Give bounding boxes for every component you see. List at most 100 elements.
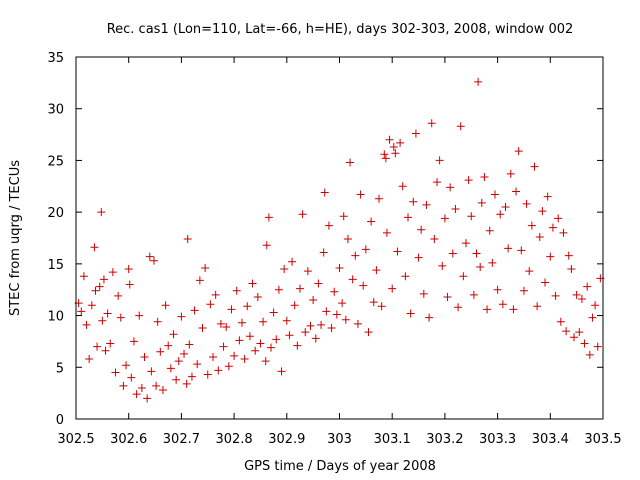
data-point [485, 226, 494, 235]
y-axis-label: STEC from uqrg / TECUs [8, 160, 23, 316]
data-point [216, 319, 225, 328]
x-tick-label: 302.7 [163, 432, 200, 447]
data-point [301, 328, 310, 337]
data-point [219, 342, 228, 351]
data-point [288, 257, 297, 266]
data-point [504, 244, 513, 253]
data-point [95, 282, 104, 291]
data-point [381, 154, 390, 163]
data-point [97, 208, 106, 217]
data-point [422, 200, 431, 209]
data-point [396, 138, 405, 147]
data-point [269, 308, 278, 317]
data-point [425, 313, 434, 322]
data-point [280, 265, 289, 274]
data-point [99, 275, 108, 284]
data-point [456, 122, 465, 131]
data-point [125, 280, 134, 289]
data-point [488, 258, 497, 267]
x-tick-label: 302.6 [110, 432, 147, 447]
data-point [474, 77, 483, 86]
data-point [264, 213, 273, 222]
data-point [551, 291, 560, 300]
data-point [575, 328, 584, 337]
data-point [79, 272, 88, 281]
data-point [404, 213, 413, 222]
x-tick-label: 303.5 [584, 432, 621, 447]
data-point [82, 320, 91, 329]
data-point [309, 296, 318, 305]
data-point [161, 301, 170, 310]
data-point [295, 284, 304, 293]
data-point [409, 197, 418, 206]
data-point [406, 309, 415, 318]
data-point [391, 149, 400, 158]
data-point [459, 272, 468, 281]
data-point [564, 251, 573, 260]
y-tick-label: 15 [47, 258, 64, 273]
y-tick-label: 10 [47, 310, 64, 325]
data-point [211, 290, 220, 299]
data-point [567, 265, 576, 274]
data-point [419, 289, 428, 298]
data-point [261, 357, 270, 366]
data-point [195, 276, 204, 285]
x-tick-label: 302.8 [215, 432, 252, 447]
data-point [319, 248, 328, 257]
x-tick-label: 303.4 [532, 432, 569, 447]
data-point [351, 251, 360, 260]
data-point [385, 135, 394, 144]
data-point [232, 286, 241, 295]
data-point [90, 243, 99, 252]
data-point [293, 341, 302, 350]
data-point [401, 272, 410, 281]
data-point [346, 158, 355, 167]
data-point [593, 342, 602, 351]
data-point [435, 156, 444, 165]
data-point [382, 228, 391, 237]
x-axis-label: GPS time / Days of year 2008 [244, 459, 436, 474]
data-point [364, 328, 373, 337]
data-point [585, 350, 594, 359]
data-point [432, 178, 441, 187]
x-tick-label: 303.2 [426, 432, 463, 447]
data-point [209, 352, 218, 361]
data-point [577, 295, 586, 304]
data-point [324, 221, 333, 230]
data-point [443, 292, 452, 301]
data-point [238, 318, 247, 327]
data-point [248, 279, 257, 288]
data-point [414, 253, 423, 262]
data-point [127, 373, 136, 382]
data-point [446, 183, 455, 192]
data-point [339, 212, 348, 221]
data-point [448, 249, 457, 258]
data-point [438, 261, 447, 270]
data-point [583, 282, 592, 291]
plot-frame [75, 56, 604, 420]
data-point [546, 252, 555, 261]
data-point [389, 142, 398, 151]
y-tick-label: 30 [47, 103, 64, 118]
data-point [190, 306, 199, 315]
data-point [214, 366, 223, 375]
data-point [372, 266, 381, 275]
data-point [183, 235, 192, 244]
data-point [454, 303, 463, 312]
data-point [327, 323, 336, 332]
x-tick-label: 302.9 [268, 432, 305, 447]
data-point [519, 286, 528, 295]
data-point [377, 302, 386, 311]
data-point [272, 335, 281, 344]
data-point [430, 235, 439, 244]
data-point [262, 241, 271, 250]
data-point [285, 331, 294, 340]
data-point [266, 343, 275, 352]
data-point [306, 321, 315, 330]
data-point [282, 316, 291, 325]
data-point [496, 210, 505, 219]
data-point [330, 287, 339, 296]
data-point [122, 361, 131, 370]
data-point [483, 305, 492, 314]
